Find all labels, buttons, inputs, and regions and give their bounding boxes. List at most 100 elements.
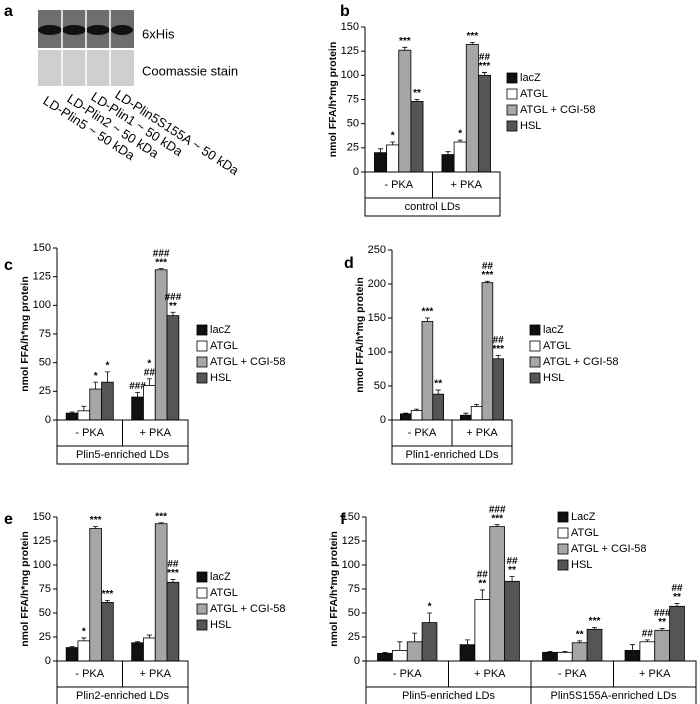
bar <box>654 629 671 662</box>
error-bar <box>445 151 451 155</box>
error-bar <box>135 392 141 398</box>
group-label: Plin5-enriched LDs <box>76 449 169 461</box>
legend-label: ATGL <box>543 340 571 352</box>
bar <box>410 410 423 421</box>
y-tick-label: 100 <box>342 559 360 571</box>
error-bar <box>170 311 176 316</box>
legend-label: ATGL <box>520 88 548 100</box>
bar <box>542 651 558 662</box>
bar <box>586 628 603 662</box>
significance-label: ## <box>144 367 156 378</box>
error-bar <box>93 526 99 529</box>
significance-label: *** <box>422 307 434 318</box>
band <box>38 25 62 35</box>
y-tick-label: 25 <box>347 142 359 154</box>
significance-label: *** <box>399 36 411 47</box>
y-tick-label: 50 <box>39 357 51 369</box>
x-tick-label: + PKA <box>140 427 172 439</box>
bar <box>489 526 506 662</box>
band <box>111 25 133 35</box>
significance-label: ### <box>489 504 506 515</box>
significance-label: ## <box>482 261 494 272</box>
significance-label: ## <box>493 335 505 346</box>
y-tick-label: 100 <box>33 559 51 571</box>
significance-label: *** <box>102 589 114 600</box>
bar <box>101 381 114 421</box>
y-tick-label: 0 <box>45 655 51 667</box>
error-bar <box>562 651 568 653</box>
group-label: Plin1-enriched LDs <box>406 449 499 461</box>
error-bar <box>69 411 75 414</box>
x-tick-label: + PKA <box>140 668 172 680</box>
significance-label: *** <box>479 61 491 72</box>
legend-swatch <box>557 527 569 539</box>
significance-label: ## <box>167 559 179 570</box>
significance-label: ## <box>477 570 489 581</box>
legend-swatch <box>196 571 208 583</box>
y-axis-title: nmol FFA/h*mg protein <box>328 531 340 647</box>
bar <box>89 528 102 662</box>
y-tick-label: 0 <box>380 414 386 426</box>
bar <box>65 412 79 421</box>
y-tick-label: 75 <box>39 583 51 595</box>
y-tick-label: 100 <box>33 299 51 311</box>
error-bar <box>435 389 441 395</box>
legend-label: HSL <box>210 372 231 384</box>
significance-label: * <box>94 371 98 382</box>
legend-swatch <box>529 324 541 336</box>
bar <box>101 602 114 662</box>
legend-label: LacZ <box>571 511 596 523</box>
y-tick-label: 25 <box>39 385 51 397</box>
bar <box>377 652 393 662</box>
y-tick-label: 75 <box>348 583 360 595</box>
significance-label: *** <box>155 511 167 522</box>
bar <box>441 154 455 173</box>
error-bar <box>378 148 384 153</box>
y-axis-title: nmol FFA/h*mg protein <box>19 276 31 392</box>
bar <box>398 49 412 173</box>
x-tick-label: - PKA <box>558 668 587 680</box>
y-tick-label: 75 <box>347 93 359 105</box>
error-bar <box>674 603 680 607</box>
error-bar <box>457 139 463 143</box>
y-tick-label: 150 <box>33 511 51 523</box>
bar <box>166 581 180 662</box>
y-axis-title: nmol FFA/h*mg protein <box>19 531 31 647</box>
y-tick-label: 50 <box>347 118 359 130</box>
bar <box>474 599 491 662</box>
x-tick-label: + PKA <box>639 668 671 680</box>
y-tick-label: 50 <box>374 380 386 392</box>
significance-label: * <box>428 602 432 613</box>
bar <box>89 388 102 421</box>
bar <box>166 315 180 421</box>
legend-swatch <box>529 372 541 384</box>
significance-label: * <box>82 627 86 638</box>
chart-panel: d 0 50 100 150 200 250 nmol FFA/h*mg protein - P… <box>344 244 619 465</box>
significance-label: ## <box>479 52 491 63</box>
legend-swatch <box>196 372 208 384</box>
legend-swatch <box>506 88 518 100</box>
bar <box>386 144 400 173</box>
bar <box>504 580 520 662</box>
significance-label: ** <box>508 565 516 576</box>
legend-swatch <box>557 543 569 555</box>
bar <box>470 405 483 421</box>
row-label: 6xHis <box>142 26 175 41</box>
error-bar <box>494 524 500 527</box>
bar <box>465 44 479 173</box>
error-bar <box>170 579 176 583</box>
y-tick-label: 100 <box>341 69 359 81</box>
legend-label: ATGL + CGI-58 <box>520 104 596 116</box>
error-bar <box>484 280 490 283</box>
error-bar <box>427 612 433 623</box>
error-bar <box>93 381 99 390</box>
panel-letter: d <box>344 255 354 272</box>
legend-swatch <box>529 340 541 352</box>
panel-letter: a <box>4 3 13 20</box>
significance-label: ### <box>153 248 170 259</box>
error-bar <box>474 403 480 407</box>
legend-label: HSL <box>520 120 541 132</box>
error-bar <box>629 644 635 651</box>
legend-swatch <box>557 511 569 523</box>
bar <box>77 410 91 421</box>
